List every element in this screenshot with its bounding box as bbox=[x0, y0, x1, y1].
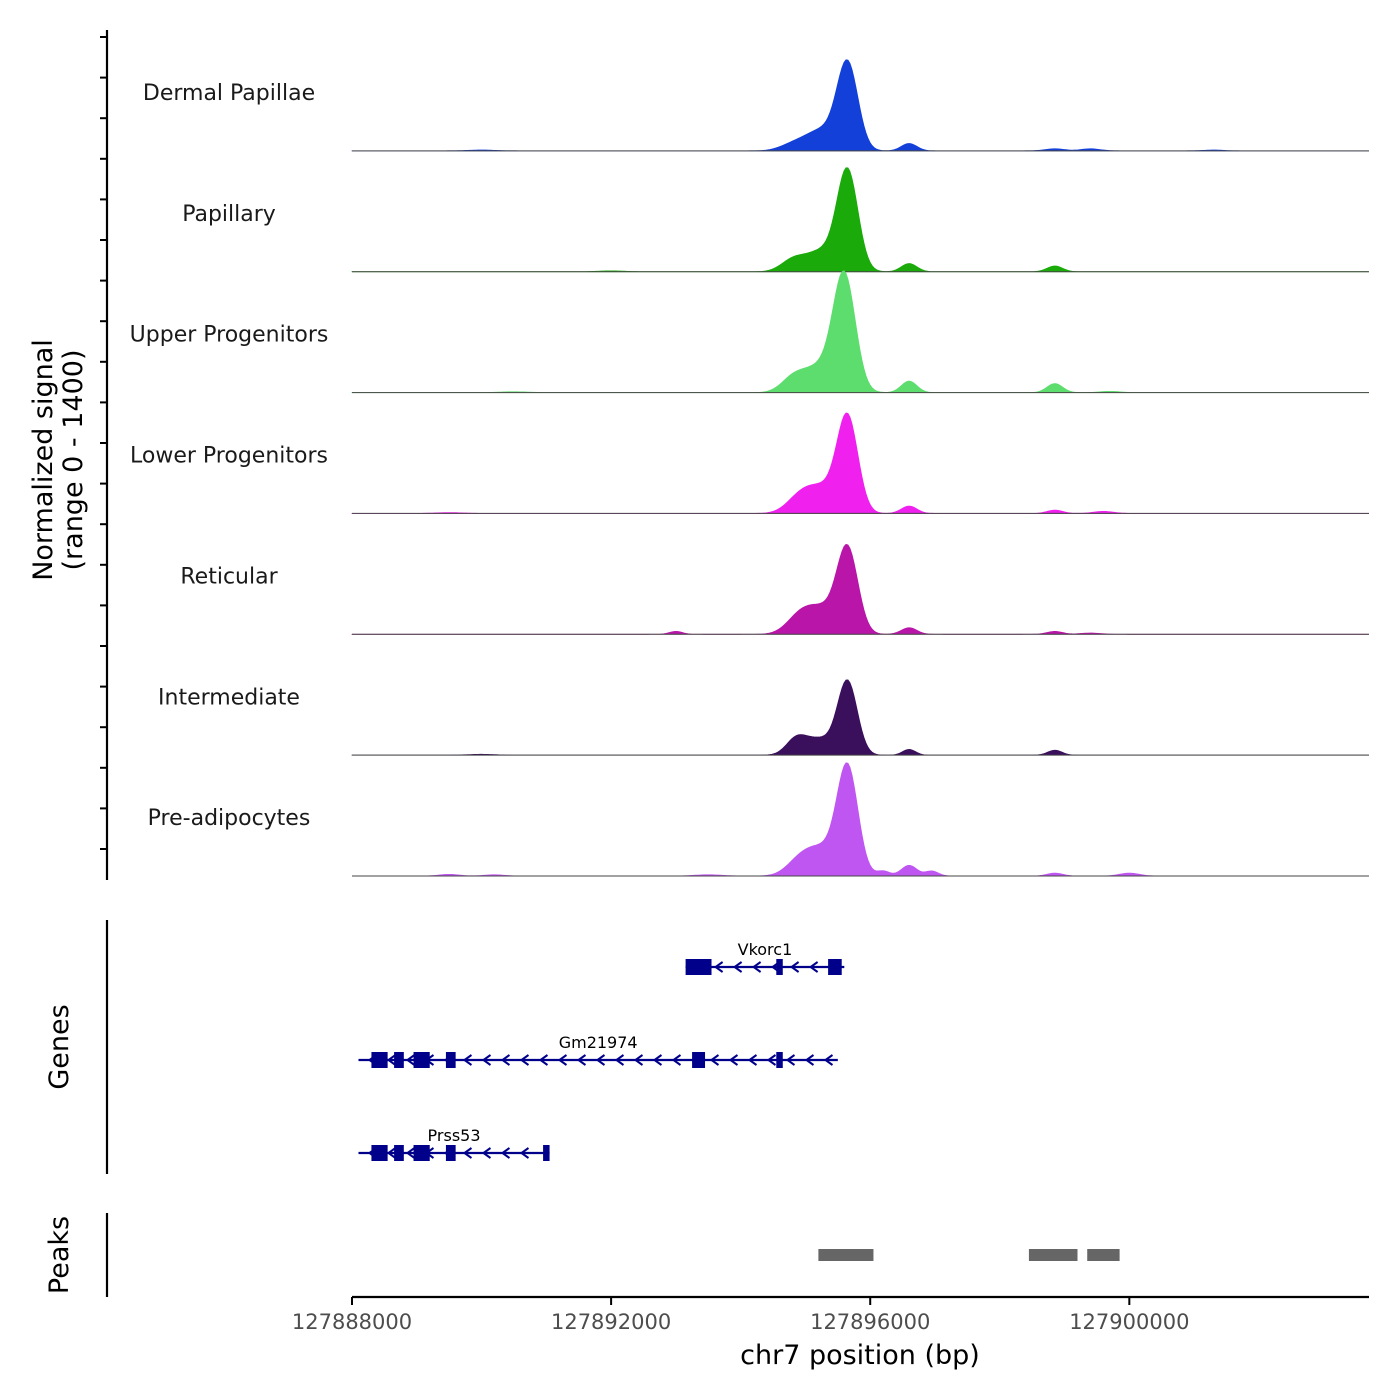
genes-axis-title: Genes bbox=[44, 1004, 75, 1089]
exon bbox=[445, 1052, 456, 1068]
exon bbox=[371, 1052, 388, 1068]
signal-panel: Dermal Papillae Papillary Upper Progenitor… bbox=[28, 30, 1370, 880]
exon bbox=[413, 1052, 430, 1068]
signal-area bbox=[351, 679, 1370, 756]
gene-label: Prss53 bbox=[428, 1126, 481, 1145]
peak-region bbox=[818, 1249, 874, 1261]
track-label: Pre-adipocytes bbox=[148, 806, 311, 831]
peak-region bbox=[1028, 1249, 1078, 1261]
gene-model: Prss53 bbox=[358, 1126, 550, 1161]
gene-model: Vkorc1 bbox=[685, 940, 845, 975]
signal-area bbox=[352, 762, 1369, 877]
peak-region bbox=[1087, 1249, 1120, 1261]
exon bbox=[543, 1145, 550, 1161]
signal-tracks: Dermal Papillae Papillary Upper Progenitor… bbox=[130, 59, 1370, 877]
signal-area bbox=[351, 412, 1370, 514]
exon bbox=[776, 959, 783, 975]
strand-arrow bbox=[481, 1147, 492, 1159]
strand-arrow bbox=[785, 1054, 796, 1066]
strand-arrow bbox=[671, 1054, 682, 1066]
peak-regions bbox=[818, 1249, 1120, 1261]
strand-arrow bbox=[481, 1054, 492, 1066]
exon bbox=[413, 1145, 430, 1161]
signal-track: Dermal Papillae bbox=[143, 59, 1370, 152]
strand-arrow bbox=[751, 961, 762, 973]
track-label: Intermediate bbox=[158, 685, 300, 710]
x-axis: 127888000 127892000 127896000 127900000 chr… bbox=[292, 1295, 1369, 1371]
peaks-panel: Peaks bbox=[44, 1213, 1120, 1297]
gene-model: Gm21974 bbox=[358, 1033, 838, 1068]
track-label: Dermal Papillae bbox=[143, 81, 315, 106]
y-axis-title-line2: (range 0 - 1400) bbox=[58, 350, 89, 571]
exon bbox=[776, 1052, 783, 1068]
signal-track: Reticular bbox=[180, 543, 1370, 635]
exon bbox=[394, 1145, 404, 1161]
signal-y-ticks bbox=[100, 36, 107, 850]
strand-arrow bbox=[386, 1147, 397, 1159]
signal-track: Lower Progenitors bbox=[130, 412, 1370, 514]
genes-panel: Genes Vkorc1 Gm21974 Prss53 bbox=[44, 920, 845, 1174]
track-label: Papillary bbox=[182, 202, 276, 227]
strand-arrow bbox=[709, 1054, 720, 1066]
strand-arrow bbox=[405, 1147, 416, 1159]
strand-arrow bbox=[405, 1054, 416, 1066]
strand-arrow bbox=[766, 1054, 777, 1066]
strand-arrow bbox=[595, 1054, 606, 1066]
y-axis-title-line1: Normalized signal bbox=[28, 339, 59, 581]
signal-track: Intermediate bbox=[158, 679, 1370, 756]
exon bbox=[445, 1145, 456, 1161]
strand-arrow bbox=[789, 961, 800, 973]
strand-arrow bbox=[713, 961, 724, 973]
exon bbox=[394, 1052, 404, 1068]
strand-arrow bbox=[519, 1054, 530, 1066]
peaks-axis-title: Peaks bbox=[44, 1216, 75, 1294]
strand-arrow bbox=[747, 1054, 758, 1066]
strand-arrow bbox=[462, 1147, 473, 1159]
x-tick-label: 127896000 bbox=[810, 1310, 930, 1334]
signal-area bbox=[351, 167, 1370, 273]
x-tick-label: 127900000 bbox=[1069, 1310, 1189, 1334]
strand-arrow bbox=[823, 1054, 834, 1066]
strand-arrow bbox=[732, 961, 743, 973]
signal-area bbox=[351, 59, 1370, 152]
exon bbox=[828, 959, 842, 975]
signal-track: Papillary bbox=[182, 167, 1370, 273]
strand-arrow bbox=[519, 1147, 530, 1159]
strand-arrow bbox=[500, 1147, 511, 1159]
strand-arrow bbox=[576, 1054, 587, 1066]
gene-label: Gm21974 bbox=[559, 1033, 638, 1052]
strand-arrow bbox=[538, 1054, 549, 1066]
strand-arrow bbox=[728, 1054, 739, 1066]
strand-arrow bbox=[804, 1054, 815, 1066]
strand-arrow bbox=[614, 1054, 625, 1066]
exon bbox=[685, 959, 712, 975]
x-tick-label: 127892000 bbox=[551, 1310, 671, 1334]
x-ticks: 127888000 127892000 127896000 127900000 bbox=[292, 1297, 1189, 1334]
strand-arrow bbox=[808, 961, 819, 973]
signal-area bbox=[351, 543, 1370, 635]
strand-arrow bbox=[462, 1054, 473, 1066]
strand-arrow bbox=[386, 1054, 397, 1066]
track-label: Reticular bbox=[180, 564, 278, 589]
gene-models: Vkorc1 Gm21974 Prss53 bbox=[358, 940, 845, 1161]
signal-track: Pre-adipocytes bbox=[148, 762, 1369, 877]
exon bbox=[692, 1052, 706, 1068]
x-tick-label: 127888000 bbox=[292, 1310, 412, 1334]
strand-arrow bbox=[500, 1054, 511, 1066]
exon bbox=[371, 1145, 388, 1161]
x-axis-title: chr7 position (bp) bbox=[740, 1340, 980, 1371]
track-label: Lower Progenitors bbox=[130, 444, 328, 469]
signal-track: Upper Progenitors bbox=[130, 270, 1370, 394]
track-label: Upper Progenitors bbox=[130, 323, 329, 348]
strand-arrow bbox=[557, 1054, 568, 1066]
strand-arrow bbox=[633, 1054, 644, 1066]
strand-arrow bbox=[652, 1054, 663, 1066]
signal-area bbox=[351, 270, 1370, 393]
gene-label: Vkorc1 bbox=[738, 940, 793, 959]
